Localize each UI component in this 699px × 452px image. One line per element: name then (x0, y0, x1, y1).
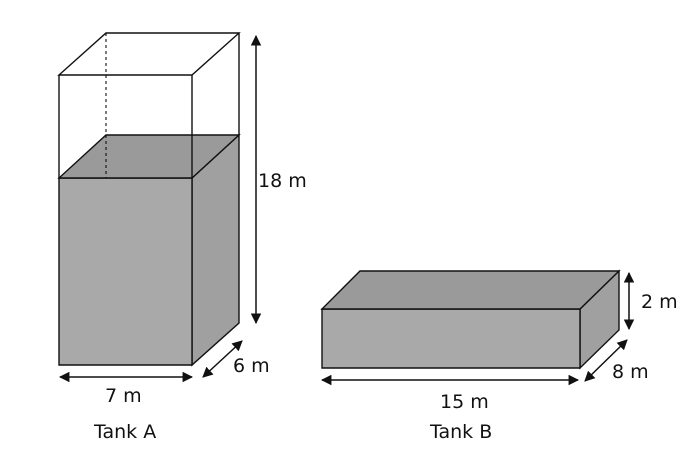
tank-a-height-label: 18 m (258, 170, 307, 192)
tank-b-length-label: 15 m (440, 391, 489, 413)
tank-b-front-face (321, 308, 581, 369)
tank-a-depth-label: 6 m (233, 355, 270, 377)
tank-b-depth-label: 8 m (612, 361, 649, 383)
tank-a-water-front (58, 177, 193, 366)
tank-b-name: Tank B (429, 421, 492, 443)
tank-b-depth-dimension (584, 339, 628, 382)
tank-a-depth-dimension (202, 340, 243, 378)
tank-a-name: Tank A (93, 421, 156, 443)
tank-a-width-label: 7 m (105, 385, 142, 407)
tank-a-top-face (57, 32, 241, 76)
tank-b-height-label: 2 m (641, 291, 678, 313)
tank-b-top-face (320, 270, 621, 310)
tank-b: 2 m 15 m 8 m Tank B (320, 269, 678, 443)
tank-a: 18 m 7 m 6 m Tank A (57, 32, 307, 443)
